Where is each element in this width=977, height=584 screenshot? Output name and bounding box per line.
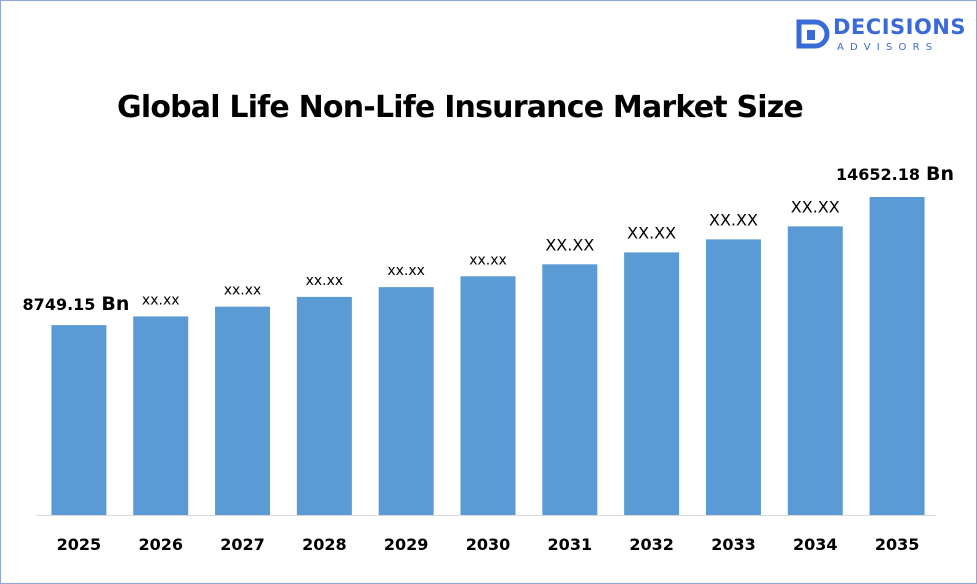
x-tick-label: 2026 [138,535,183,554]
data-label: xx.xx [387,263,425,279]
decisions-logo-icon [796,19,830,49]
bar-2030 [460,276,516,515]
data-label: XX.XX [545,235,594,254]
brand-name: DECISIONS [833,15,966,39]
bar-2026 [133,316,189,515]
x-tick-label: 2031 [548,535,593,554]
data-label: xx.xx [224,283,262,299]
chart-title: Global Life Non-Life Insurance Market Si… [117,90,804,125]
bar-2025 [51,325,107,515]
data-label: XX.XX [791,197,840,216]
bar-2029 [378,287,434,515]
x-tick-label: 2028 [302,535,347,554]
data-label: 8749.15 Bn [23,293,130,315]
x-tick-label: 2033 [711,535,756,554]
x-tick-label: 2027 [220,535,265,554]
x-tick-label: 2029 [384,535,429,554]
bar-2031 [542,264,598,515]
x-tick-label: 2030 [466,535,511,554]
x-tick-label: 2032 [629,535,674,554]
data-label: XX.XX [709,210,758,229]
brand-subtitle: ADVISORS [837,42,939,53]
brand-logo: DECISIONS ADVISORS [795,14,966,58]
data-label: 14652.18 Bn [836,163,954,185]
bar-2033 [705,239,761,516]
data-label: XX.XX [627,223,676,242]
bar-2028 [296,296,352,515]
data-label: xx.xx [469,252,507,268]
x-tick-label: 2035 [875,535,920,554]
bar-2034 [787,226,843,515]
bar-2032 [624,252,680,515]
bar-2035 [869,197,925,515]
data-label: xx.xx [142,292,180,308]
data-label: xx.xx [306,273,344,289]
x-tick-label: 2025 [57,535,102,554]
x-tick-label: 2034 [793,535,838,554]
bar-2027 [215,306,271,515]
